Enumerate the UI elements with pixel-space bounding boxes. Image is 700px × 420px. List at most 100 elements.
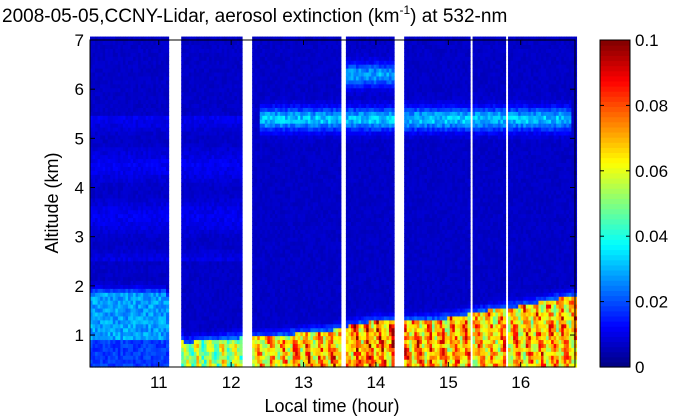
heatmap-cell [191, 209, 195, 215]
heatmap-cell [145, 217, 149, 223]
heatmap-cell [120, 40, 124, 46]
heatmap-cell [148, 193, 152, 199]
heatmap-cell [135, 182, 139, 187]
heatmap-cell [145, 166, 149, 171]
heatmap-cell [110, 68, 114, 73]
heatmap-cell [191, 343, 195, 348]
heatmap-cell [133, 193, 137, 199]
heatmap-cell [143, 339, 147, 344]
heatmap-cell [90, 229, 94, 234]
heatmap-cell [115, 44, 119, 49]
heatmap-cell [92, 300, 96, 305]
heatmap-cell [100, 162, 104, 167]
heatmap-cell [166, 264, 170, 270]
heatmap-cell [140, 40, 144, 46]
heatmap-cell [135, 95, 139, 101]
heatmap-cell [153, 241, 157, 246]
heatmap-cell [183, 189, 187, 195]
heatmap-cell [133, 272, 137, 278]
heatmap-cell [122, 170, 127, 175]
heatmap-cell [105, 327, 109, 333]
heatmap-cell [166, 48, 170, 53]
heatmap-cell [183, 225, 187, 230]
heatmap-cell [107, 327, 111, 333]
heatmap-cell [191, 79, 195, 85]
heatmap-cell [166, 331, 170, 337]
heatmap-cell [110, 154, 114, 160]
heatmap-cell [120, 99, 124, 105]
heatmap-cell [115, 162, 119, 167]
heatmap-cell [105, 307, 109, 313]
heatmap-cell [138, 201, 142, 207]
heatmap-cell [100, 268, 104, 274]
heatmap-cell [97, 304, 101, 309]
heatmap-cell [166, 205, 170, 211]
heatmap-cell [158, 123, 162, 128]
heatmap-cell [130, 248, 134, 254]
heatmap-cell [138, 343, 142, 348]
heatmap-cell [239, 260, 243, 266]
heatmap-cell [100, 248, 104, 254]
heatmap-cell [160, 363, 165, 368]
heatmap-cell [135, 268, 139, 274]
heatmap-cell [107, 119, 111, 124]
heatmap-cell [130, 363, 134, 368]
heatmap-cell [112, 60, 116, 65]
heatmap-cell [150, 186, 154, 191]
heatmap-cell [153, 229, 157, 234]
heatmap-cell [183, 201, 187, 207]
heatmap-cell [100, 64, 104, 69]
heatmap-cell [145, 189, 149, 195]
heatmap-cell [153, 127, 157, 132]
heatmap-cell [133, 68, 137, 73]
heatmap-cell [163, 107, 167, 112]
heatmap-cell [163, 311, 167, 317]
heatmap-cell [239, 323, 243, 329]
heatmap-cell [140, 296, 144, 301]
heatmap-cell [107, 315, 111, 321]
heatmap-cell [145, 296, 149, 301]
heatmap-cell [117, 170, 121, 175]
heatmap-cell [166, 193, 170, 199]
heatmap-cell [112, 197, 116, 203]
heatmap-cell [130, 331, 134, 337]
heatmap-cell [117, 319, 121, 325]
heatmap-cell [115, 170, 119, 175]
heatmap-cell [120, 284, 124, 289]
heatmap-cell [155, 48, 159, 53]
heatmap-cell [181, 363, 185, 368]
heatmap-cell [138, 335, 142, 341]
heatmap-cell [191, 103, 195, 108]
heatmap-cell [163, 158, 167, 164]
heatmap-cell [112, 127, 116, 132]
heatmap-cell [90, 56, 94, 61]
heatmap-cell [153, 213, 157, 219]
heatmap-cell [120, 296, 124, 301]
heatmap-cell [112, 233, 116, 238]
heatmap-cell [102, 201, 106, 207]
heatmap-cell [191, 331, 195, 337]
heatmap-cell [95, 209, 99, 215]
heatmap-cell [112, 252, 116, 258]
heatmap-cell [135, 347, 139, 352]
heatmap-cell [112, 95, 116, 101]
heatmap-cell [110, 75, 114, 81]
heatmap-cell [110, 311, 114, 317]
heatmap-cell [143, 351, 147, 356]
heatmap-cell [155, 237, 159, 242]
heatmap-cell [92, 315, 96, 321]
heatmap-cell [102, 115, 106, 120]
heatmap-cell [191, 182, 195, 187]
heatmap-cell [102, 335, 106, 341]
heatmap-cell [112, 315, 116, 321]
heatmap-cell [150, 197, 154, 203]
heatmap-cell [155, 119, 159, 124]
heatmap-cell [163, 44, 167, 49]
heatmap-cell [191, 284, 195, 289]
heatmap-cell [125, 280, 129, 285]
heatmap-cell [90, 355, 94, 360]
heatmap-cell [153, 280, 157, 285]
heatmap-cell [148, 225, 152, 230]
heatmap-cell [183, 162, 187, 167]
heatmap-cell [102, 170, 106, 175]
